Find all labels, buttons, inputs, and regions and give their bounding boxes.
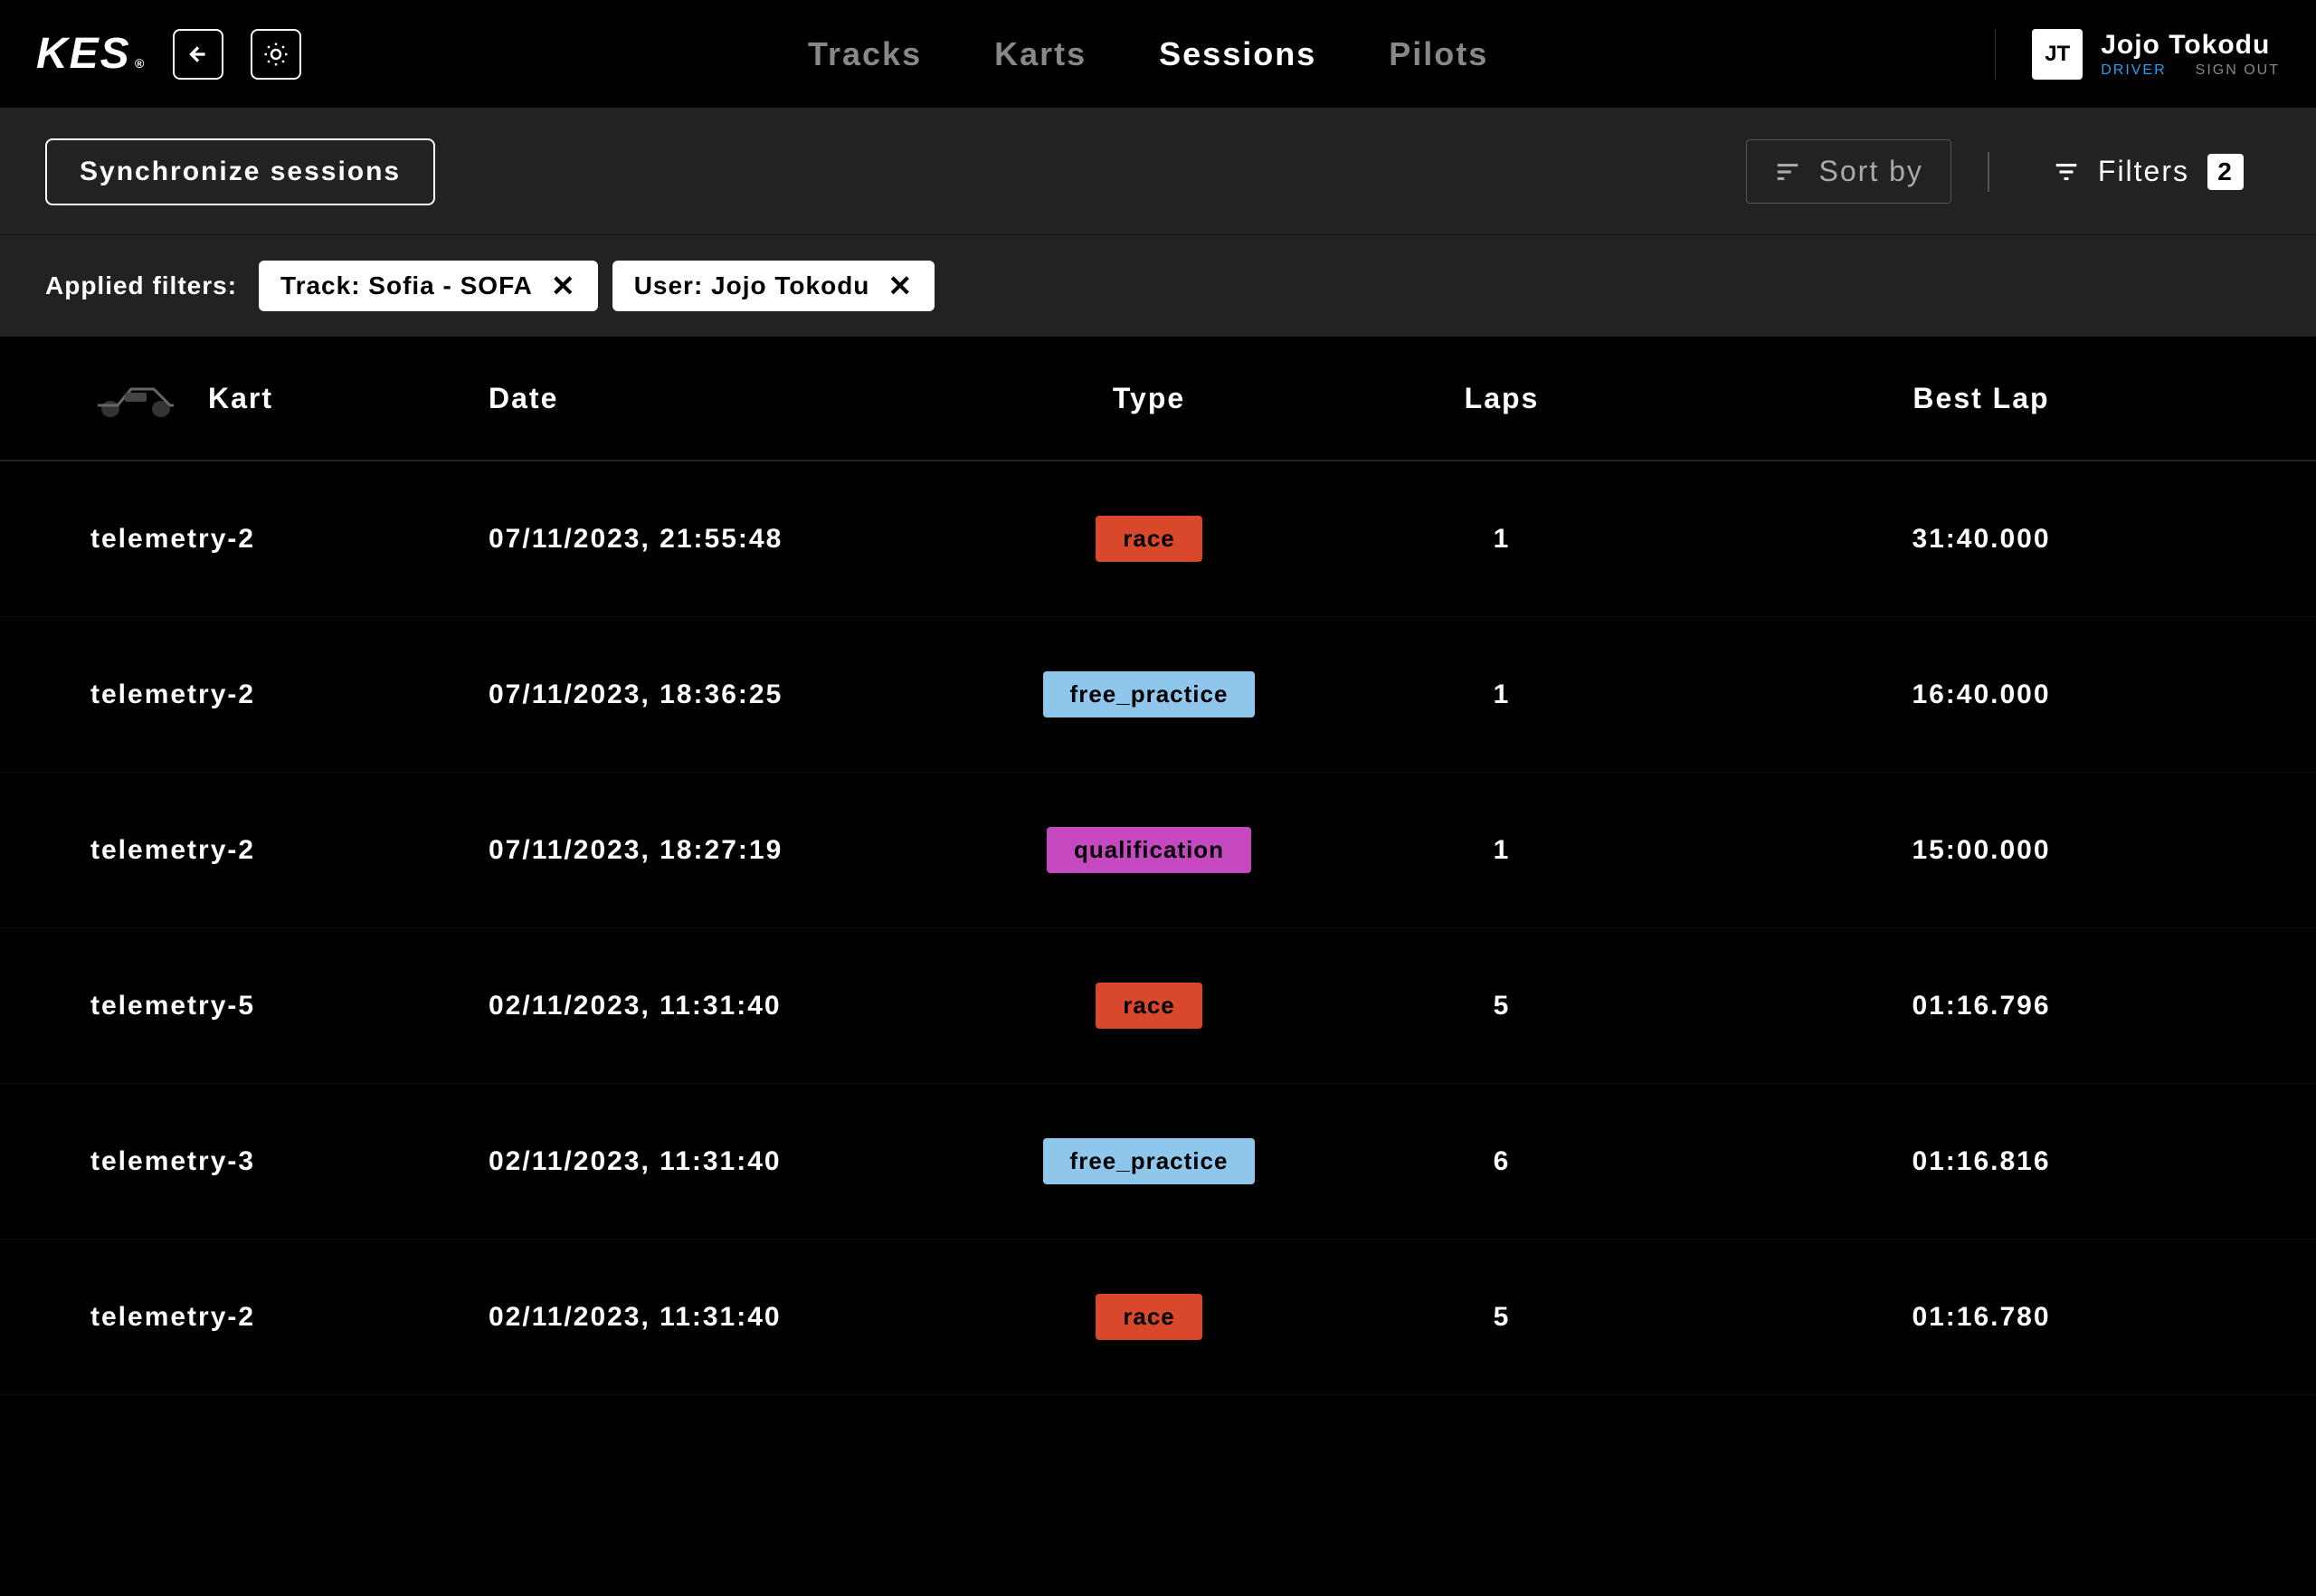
cell-laps: 6 xyxy=(1357,1146,1647,1177)
nav-item-tracks[interactable]: Tracks xyxy=(808,35,922,73)
filter-chip-text: User: Jojo Tokodu xyxy=(634,271,870,300)
back-button[interactable] xyxy=(173,29,223,80)
sort-label: Sort by xyxy=(1819,155,1923,188)
cell-best-lap: 01:16.780 xyxy=(1647,1302,2316,1333)
user-name: Jojo Tokodu xyxy=(2101,30,2280,61)
cell-kart: telemetry-3 xyxy=(90,1146,489,1177)
logo[interactable]: KES ® xyxy=(36,29,146,79)
logo-suffix: ® xyxy=(135,56,146,71)
user-info: Jojo Tokodu DRIVER SIGN OUT xyxy=(2101,30,2280,79)
cell-type: free_practice xyxy=(941,671,1357,717)
sync-sessions-button[interactable]: Synchronize sessions xyxy=(45,138,435,205)
filter-chip-text: Track: Sofia - SOFA xyxy=(280,271,533,300)
cell-kart: telemetry-2 xyxy=(90,1302,489,1333)
arrow-left-icon xyxy=(186,43,210,66)
logo-text: KES xyxy=(36,29,131,79)
cell-date: 07/11/2023, 18:27:19 xyxy=(489,835,941,866)
sort-by-button[interactable]: Sort by xyxy=(1746,139,1951,204)
app-header: KES ® Tracks Karts Sessions Pilots JT Jojo T… xyxy=(0,0,2316,109)
nav-item-karts[interactable]: Karts xyxy=(994,35,1087,73)
header-left: KES ® xyxy=(36,29,301,80)
toolbar-right: Sort by Filters 2 xyxy=(1746,139,2271,204)
column-header-type[interactable]: Type xyxy=(941,382,1357,415)
sign-out-link[interactable]: SIGN OUT xyxy=(2196,62,2280,79)
column-header-best-lap[interactable]: Best Lap xyxy=(1647,382,2316,415)
cell-kart: telemetry-2 xyxy=(90,835,489,866)
table-row[interactable]: telemetry-302/11/2023, 11:31:40 free_prac… xyxy=(0,1084,2316,1240)
cell-type: qualification xyxy=(941,827,1357,873)
cell-type: race xyxy=(941,1294,1357,1340)
cell-date: 07/11/2023, 18:36:25 xyxy=(489,679,941,710)
cell-best-lap: 01:16.796 xyxy=(1647,991,2316,1021)
user-meta: DRIVER SIGN OUT xyxy=(2101,62,2280,79)
cell-type: race xyxy=(941,983,1357,1029)
cell-laps: 5 xyxy=(1357,991,1647,1021)
column-header-kart[interactable]: Kart xyxy=(90,378,489,418)
cell-best-lap: 15:00.000 xyxy=(1647,835,2316,866)
main-nav: Tracks Karts Sessions Pilots xyxy=(808,35,1488,73)
user-role: DRIVER xyxy=(2101,62,2166,79)
applied-filters-label: Applied filters: xyxy=(45,271,237,300)
column-header-laps[interactable]: Laps xyxy=(1357,382,1647,415)
table-body: telemetry-207/11/2023, 21:55:48race131:4… xyxy=(0,461,2316,1395)
column-header-date[interactable]: Date xyxy=(489,382,941,415)
cell-date: 02/11/2023, 11:31:40 xyxy=(489,1146,941,1177)
cell-kart: telemetry-5 xyxy=(90,991,489,1021)
sun-icon xyxy=(262,41,290,68)
filter-chips: Track: Sofia - SOFA ✕ User: Jojo Tokodu ✕ xyxy=(259,261,935,311)
cell-kart: telemetry-2 xyxy=(90,524,489,555)
table-row[interactable]: telemetry-502/11/2023, 11:31:40 race 501:1… xyxy=(0,928,2316,1084)
header-right: JT Jojo Tokodu DRIVER SIGN OUT xyxy=(1995,29,2280,80)
type-badge: free_practice xyxy=(1043,1138,1256,1184)
type-badge: race xyxy=(1096,516,1202,562)
table-row[interactable]: telemetry-207/11/2023, 18:36:25 free_prac… xyxy=(0,617,2316,773)
filter-chip: User: Jojo Tokodu ✕ xyxy=(612,261,935,311)
cell-type: free_practice xyxy=(941,1138,1357,1184)
cell-laps: 1 xyxy=(1357,679,1647,710)
sort-icon xyxy=(1774,158,1801,185)
theme-toggle-button[interactable] xyxy=(251,29,301,80)
filters-label: Filters xyxy=(2098,155,2189,188)
cell-date: 02/11/2023, 11:31:40 xyxy=(489,991,941,1021)
cell-best-lap: 01:16.816 xyxy=(1647,1146,2316,1177)
type-badge: race xyxy=(1096,983,1202,1029)
avatar[interactable]: JT xyxy=(2032,29,2083,80)
type-badge: free_practice xyxy=(1043,671,1256,717)
filter-chip: Track: Sofia - SOFA ✕ xyxy=(259,261,598,311)
table-row[interactable]: telemetry-207/11/2023, 18:27:19 qualifica… xyxy=(0,773,2316,928)
filter-icon xyxy=(2053,158,2080,185)
filters-count-badge: 2 xyxy=(2207,154,2244,190)
toolbar-divider xyxy=(1988,152,1989,192)
table-row[interactable]: telemetry-207/11/2023, 21:55:48 race 131:4… xyxy=(0,461,2316,617)
nav-item-sessions[interactable]: Sessions xyxy=(1159,35,1316,73)
cell-kart: telemetry-2 xyxy=(90,679,489,710)
table-header: Kart Date Type Laps Best Lap xyxy=(0,337,2316,461)
toolbar: Synchronize sessions Sort by Filters 2 xyxy=(0,109,2316,235)
cell-best-lap: 31:40.000 xyxy=(1647,524,2316,555)
cell-laps: 1 xyxy=(1357,524,1647,555)
filters-button[interactable]: Filters 2 xyxy=(2026,139,2271,204)
sessions-table: Kart Date Type Laps Best Lap telemetry-2… xyxy=(0,337,2316,1395)
close-icon[interactable]: ✕ xyxy=(551,271,576,300)
applied-filters-bar: Applied filters: Track: Sofia - SOFA✕Use… xyxy=(0,235,2316,337)
close-icon[interactable]: ✕ xyxy=(887,271,913,300)
table-row[interactable]: telemetry-202/11/2023, 11:31:40 race 501:1… xyxy=(0,1240,2316,1395)
cell-date: 07/11/2023, 21:55:48 xyxy=(489,524,941,555)
cell-laps: 1 xyxy=(1357,835,1647,866)
cell-type: race xyxy=(941,516,1357,562)
type-badge: race xyxy=(1096,1294,1202,1340)
kart-icon xyxy=(90,378,181,418)
cell-laps: 5 xyxy=(1357,1302,1647,1333)
nav-item-pilots[interactable]: Pilots xyxy=(1389,35,1488,73)
cell-date: 02/11/2023, 11:31:40 xyxy=(489,1302,941,1333)
type-badge: qualification xyxy=(1047,827,1251,873)
cell-best-lap: 16:40.000 xyxy=(1647,679,2316,710)
